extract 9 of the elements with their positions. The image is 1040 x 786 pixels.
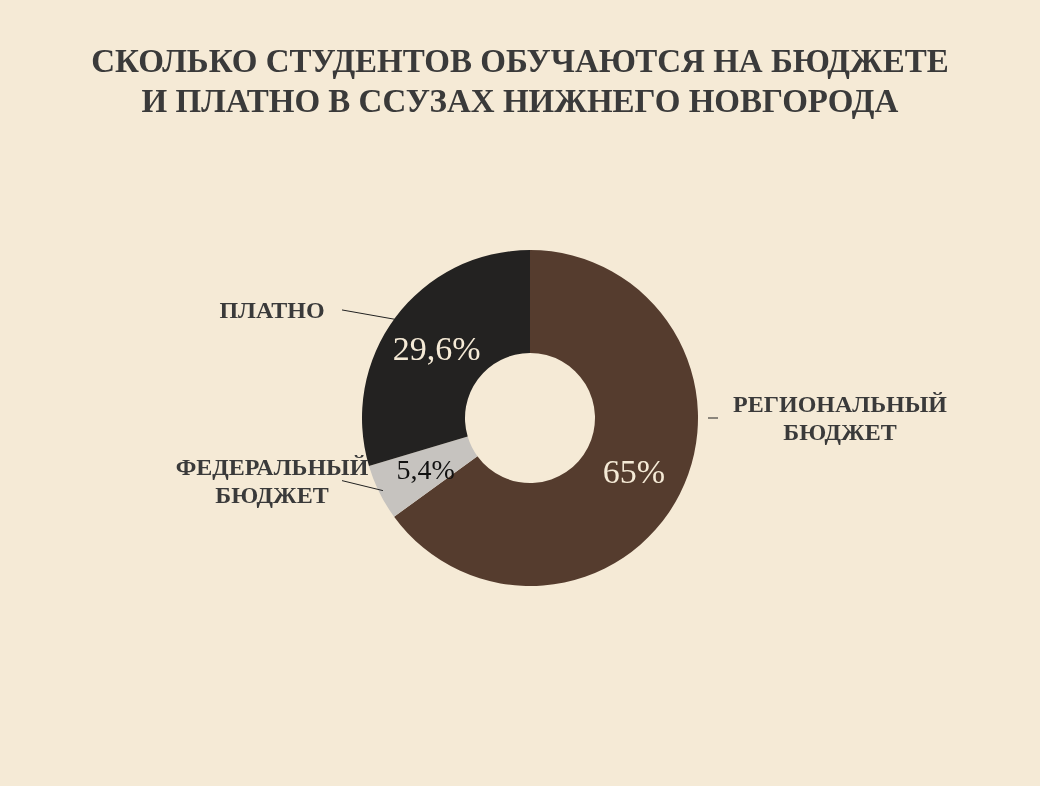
slice-label: ПЛАТНО <box>219 297 325 324</box>
data-label: 65% <box>602 452 665 490</box>
data-label: 5,4% <box>396 454 455 486</box>
slice-label: ФЕДЕРАЛЬНЫЙ БЮДЖЕТ <box>175 454 369 509</box>
donut-slice <box>368 436 478 517</box>
data-label: 29,6% <box>392 330 481 368</box>
donut-slice <box>394 250 698 586</box>
slice-label: РЕГИОНАЛЬНЫЙ БЮДЖЕТ <box>733 391 948 446</box>
chart-title: СКОЛЬКО СТУДЕНТОВ ОБУЧАЮТСЯ НА БЮДЖЕТЕ И ПЛАТНО В ССУЗАХ НИЖНЕГО НОВГОРОДА <box>91 43 949 119</box>
